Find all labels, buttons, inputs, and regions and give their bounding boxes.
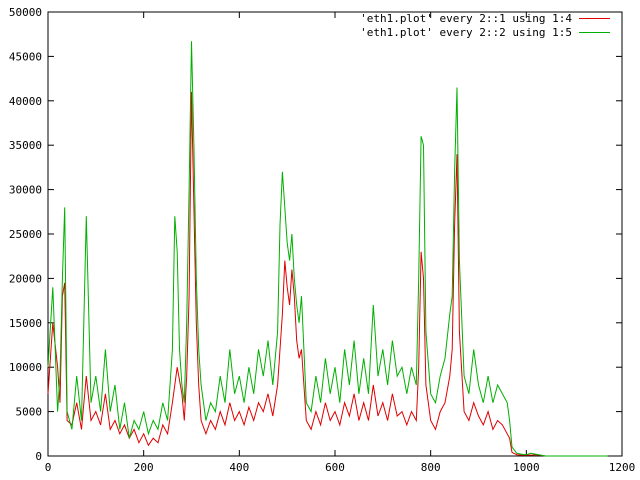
axis-ticks xyxy=(47,11,623,457)
y-tick-label: 20000 xyxy=(9,272,42,285)
legend: 'eth1.plot' every 2::1 using 1:4 'eth1.p… xyxy=(360,12,610,39)
series-line-2 xyxy=(47,41,608,457)
y-tick-label: 30000 xyxy=(9,184,42,197)
series-line-1 xyxy=(47,91,608,457)
x-tick-label: 0 xyxy=(45,461,52,474)
y-tick-label: 25000 xyxy=(9,228,42,241)
y-tick-label: 10000 xyxy=(9,361,42,374)
legend-label-series-1: 'eth1.plot' every 2::1 using 1:4 xyxy=(360,12,572,25)
plot-frame xyxy=(47,11,623,457)
y-tick-label: 45000 xyxy=(9,50,42,63)
y-tick-label: 35000 xyxy=(9,139,42,152)
x-tick-label: 800 xyxy=(421,461,441,474)
y-tick-label: 40000 xyxy=(9,95,42,108)
x-tick-label: 600 xyxy=(325,461,345,474)
y-tick-label: 50000 xyxy=(9,6,42,19)
x-tick-label: 1200 xyxy=(609,461,636,474)
series-group xyxy=(47,41,608,457)
y-tick-label: 5000 xyxy=(16,406,43,419)
y-tick-label: 0 xyxy=(35,450,42,463)
axis-tick-labels: 0 200 400 600 800 1000 1200 0 5000 10000 15000 2000… xyxy=(9,6,635,474)
x-tick-label: 1000 xyxy=(513,461,540,474)
y-tick-label: 15000 xyxy=(9,317,42,330)
x-tick-label: 200 xyxy=(134,461,154,474)
legend-label-series-2: 'eth1.plot' every 2::2 using 1:5 xyxy=(360,26,572,39)
x-tick-label: 400 xyxy=(229,461,249,474)
